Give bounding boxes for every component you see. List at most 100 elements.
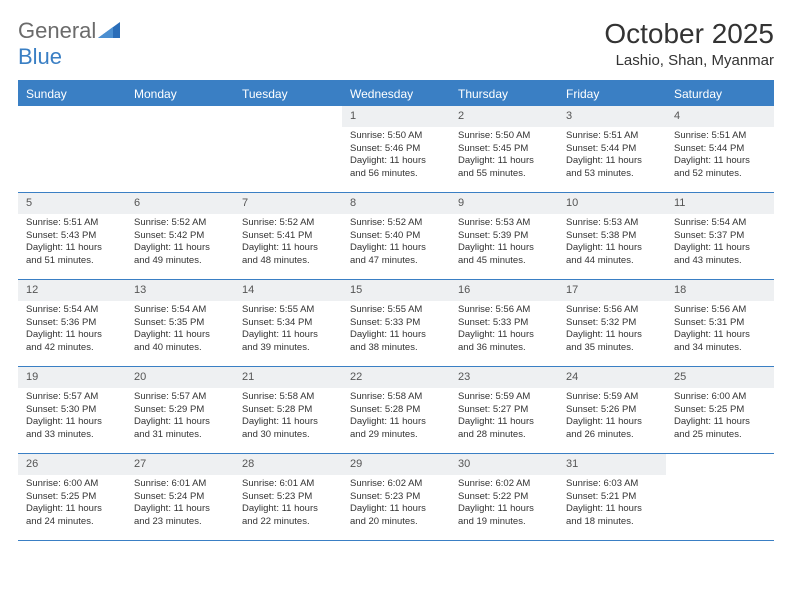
week-row: 5Sunrise: 5:51 AMSunset: 5:43 PMDaylight…: [18, 193, 774, 280]
day-number: 31: [558, 454, 666, 475]
day-number: 5: [18, 193, 126, 214]
day-body: Sunrise: 5:58 AMSunset: 5:28 PMDaylight:…: [342, 388, 450, 448]
day-body: Sunrise: 5:51 AMSunset: 5:44 PMDaylight:…: [666, 127, 774, 187]
day-number: 29: [342, 454, 450, 475]
day-cell: 10Sunrise: 5:53 AMSunset: 5:38 PMDayligh…: [558, 193, 666, 279]
day-number: 24: [558, 367, 666, 388]
day-cell: 16Sunrise: 5:56 AMSunset: 5:33 PMDayligh…: [450, 280, 558, 366]
day-body: Sunrise: 5:56 AMSunset: 5:33 PMDaylight:…: [450, 301, 558, 361]
day-body: Sunrise: 6:00 AMSunset: 5:25 PMDaylight:…: [666, 388, 774, 448]
day-number: 28: [234, 454, 342, 475]
day-number: 1: [342, 106, 450, 127]
day-body: Sunrise: 5:59 AMSunset: 5:26 PMDaylight:…: [558, 388, 666, 448]
day-cell: 27Sunrise: 6:01 AMSunset: 5:24 PMDayligh…: [126, 454, 234, 540]
day-body: Sunrise: 5:54 AMSunset: 5:35 PMDaylight:…: [126, 301, 234, 361]
day-cell: 8Sunrise: 5:52 AMSunset: 5:40 PMDaylight…: [342, 193, 450, 279]
header: General Blue October 2025 Lashio, Shan, …: [18, 18, 774, 70]
day-body: Sunrise: 5:53 AMSunset: 5:38 PMDaylight:…: [558, 214, 666, 274]
day-cell: 23Sunrise: 5:59 AMSunset: 5:27 PMDayligh…: [450, 367, 558, 453]
day-body: Sunrise: 5:55 AMSunset: 5:33 PMDaylight:…: [342, 301, 450, 361]
week-row: 19Sunrise: 5:57 AMSunset: 5:30 PMDayligh…: [18, 367, 774, 454]
day-body: Sunrise: 5:51 AMSunset: 5:44 PMDaylight:…: [558, 127, 666, 187]
day-body: Sunrise: 5:52 AMSunset: 5:40 PMDaylight:…: [342, 214, 450, 274]
day-body: Sunrise: 5:53 AMSunset: 5:39 PMDaylight:…: [450, 214, 558, 274]
day-header-cell: Thursday: [450, 82, 558, 106]
day-number: 3: [558, 106, 666, 127]
day-cell: 24Sunrise: 5:59 AMSunset: 5:26 PMDayligh…: [558, 367, 666, 453]
day-header-row: SundayMondayTuesdayWednesdayThursdayFrid…: [18, 82, 774, 106]
day-header-cell: Saturday: [666, 82, 774, 106]
day-cell: [666, 454, 774, 540]
day-cell: [18, 106, 126, 192]
day-number: 13: [126, 280, 234, 301]
day-cell: 5Sunrise: 5:51 AMSunset: 5:43 PMDaylight…: [18, 193, 126, 279]
month-title: October 2025: [604, 18, 774, 50]
day-cell: 13Sunrise: 5:54 AMSunset: 5:35 PMDayligh…: [126, 280, 234, 366]
day-cell: 31Sunrise: 6:03 AMSunset: 5:21 PMDayligh…: [558, 454, 666, 540]
day-header-cell: Monday: [126, 82, 234, 106]
day-cell: 20Sunrise: 5:57 AMSunset: 5:29 PMDayligh…: [126, 367, 234, 453]
day-number: 22: [342, 367, 450, 388]
day-cell: 21Sunrise: 5:58 AMSunset: 5:28 PMDayligh…: [234, 367, 342, 453]
day-cell: 28Sunrise: 6:01 AMSunset: 5:23 PMDayligh…: [234, 454, 342, 540]
day-body: Sunrise: 6:02 AMSunset: 5:23 PMDaylight:…: [342, 475, 450, 535]
day-cell: 3Sunrise: 5:51 AMSunset: 5:44 PMDaylight…: [558, 106, 666, 192]
day-header-cell: Sunday: [18, 82, 126, 106]
day-header-cell: Wednesday: [342, 82, 450, 106]
day-cell: 6Sunrise: 5:52 AMSunset: 5:42 PMDaylight…: [126, 193, 234, 279]
day-cell: 25Sunrise: 6:00 AMSunset: 5:25 PMDayligh…: [666, 367, 774, 453]
day-number: 6: [126, 193, 234, 214]
day-body: Sunrise: 5:54 AMSunset: 5:37 PMDaylight:…: [666, 214, 774, 274]
logo: General Blue: [18, 18, 120, 70]
day-cell: 29Sunrise: 6:02 AMSunset: 5:23 PMDayligh…: [342, 454, 450, 540]
day-body: Sunrise: 5:57 AMSunset: 5:30 PMDaylight:…: [18, 388, 126, 448]
day-body: Sunrise: 5:50 AMSunset: 5:45 PMDaylight:…: [450, 127, 558, 187]
day-number: 21: [234, 367, 342, 388]
day-number: 11: [666, 193, 774, 214]
day-number: 25: [666, 367, 774, 388]
day-number: 23: [450, 367, 558, 388]
day-number: 10: [558, 193, 666, 214]
day-body: Sunrise: 5:55 AMSunset: 5:34 PMDaylight:…: [234, 301, 342, 361]
week-row: 12Sunrise: 5:54 AMSunset: 5:36 PMDayligh…: [18, 280, 774, 367]
day-body: Sunrise: 5:56 AMSunset: 5:31 PMDaylight:…: [666, 301, 774, 361]
day-body: Sunrise: 5:54 AMSunset: 5:36 PMDaylight:…: [18, 301, 126, 361]
day-number: 15: [342, 280, 450, 301]
day-number: 26: [18, 454, 126, 475]
day-cell: 2Sunrise: 5:50 AMSunset: 5:45 PMDaylight…: [450, 106, 558, 192]
day-number: 19: [18, 367, 126, 388]
day-number: 18: [666, 280, 774, 301]
day-number: 7: [234, 193, 342, 214]
logo-word-blue: Blue: [18, 44, 62, 69]
day-body: Sunrise: 5:52 AMSunset: 5:41 PMDaylight:…: [234, 214, 342, 274]
day-number: 4: [666, 106, 774, 127]
day-cell: 19Sunrise: 5:57 AMSunset: 5:30 PMDayligh…: [18, 367, 126, 453]
day-cell: 7Sunrise: 5:52 AMSunset: 5:41 PMDaylight…: [234, 193, 342, 279]
day-cell: 26Sunrise: 6:00 AMSunset: 5:25 PMDayligh…: [18, 454, 126, 540]
day-header-cell: Tuesday: [234, 82, 342, 106]
day-number: 17: [558, 280, 666, 301]
day-cell: 4Sunrise: 5:51 AMSunset: 5:44 PMDaylight…: [666, 106, 774, 192]
day-number: 16: [450, 280, 558, 301]
day-number: 12: [18, 280, 126, 301]
day-body: Sunrise: 5:52 AMSunset: 5:42 PMDaylight:…: [126, 214, 234, 274]
day-cell: 1Sunrise: 5:50 AMSunset: 5:46 PMDaylight…: [342, 106, 450, 192]
day-body: Sunrise: 5:56 AMSunset: 5:32 PMDaylight:…: [558, 301, 666, 361]
day-cell: 9Sunrise: 5:53 AMSunset: 5:39 PMDaylight…: [450, 193, 558, 279]
location: Lashio, Shan, Myanmar: [604, 52, 774, 69]
day-number: 14: [234, 280, 342, 301]
day-cell: 30Sunrise: 6:02 AMSunset: 5:22 PMDayligh…: [450, 454, 558, 540]
day-body: Sunrise: 6:01 AMSunset: 5:24 PMDaylight:…: [126, 475, 234, 535]
day-number: 30: [450, 454, 558, 475]
day-number: 8: [342, 193, 450, 214]
logo-word-general: General: [18, 18, 96, 43]
day-cell: 18Sunrise: 5:56 AMSunset: 5:31 PMDayligh…: [666, 280, 774, 366]
day-cell: 15Sunrise: 5:55 AMSunset: 5:33 PMDayligh…: [342, 280, 450, 366]
week-row: 1Sunrise: 5:50 AMSunset: 5:46 PMDaylight…: [18, 106, 774, 193]
day-number: 2: [450, 106, 558, 127]
day-header-cell: Friday: [558, 82, 666, 106]
day-number: 20: [126, 367, 234, 388]
logo-triangle-icon: [98, 22, 120, 38]
logo-text: General Blue: [18, 18, 120, 70]
day-body: Sunrise: 6:01 AMSunset: 5:23 PMDaylight:…: [234, 475, 342, 535]
